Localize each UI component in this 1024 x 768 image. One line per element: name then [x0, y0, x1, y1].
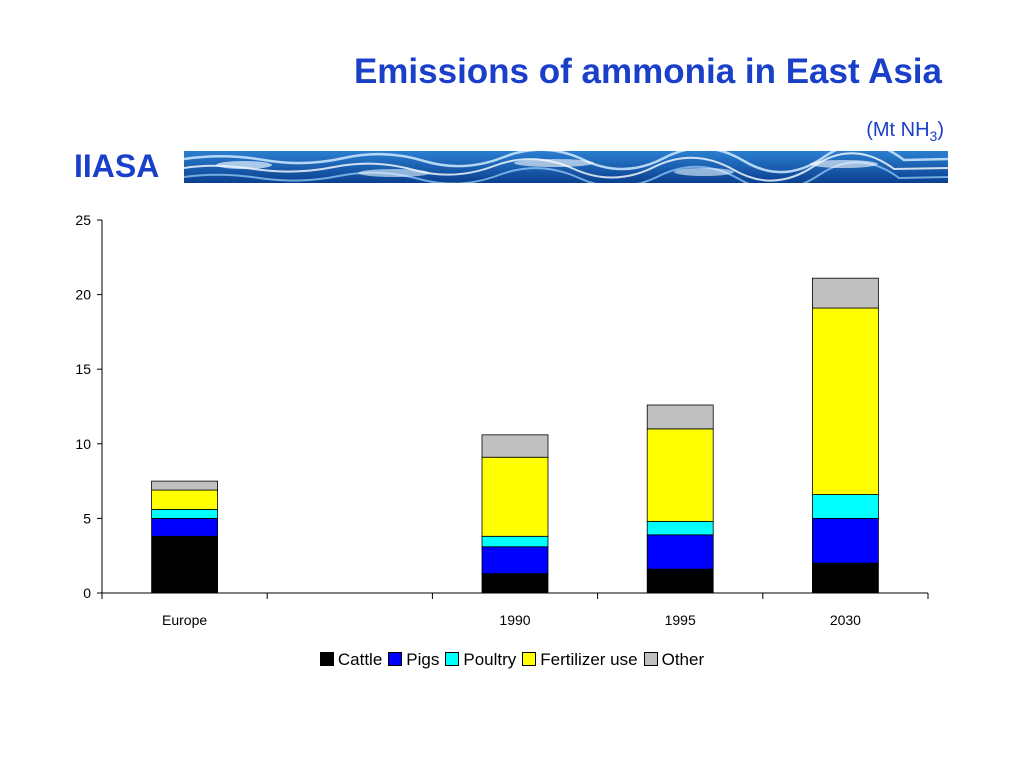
bar-segment-poultry — [481, 535, 549, 548]
bar-segment-cattle — [812, 562, 879, 594]
y-tick-label: 25 — [75, 212, 91, 228]
legend-label: Poultry — [463, 650, 517, 669]
legend-label: Fertilizer use — [540, 650, 638, 669]
bar-segment-poultry — [151, 509, 219, 519]
legend-swatch — [388, 652, 403, 666]
unit-suffix: ) — [937, 119, 944, 141]
unit-label: (Mt NH3) — [866, 119, 944, 144]
x-tick-label: 1995 — [665, 612, 696, 628]
bar-segment-fertilizer-use — [151, 489, 219, 510]
bar-segment-pigs — [812, 518, 879, 564]
unit-prefix: (Mt NH — [866, 119, 930, 141]
bar-segment-poultry — [812, 494, 879, 519]
bar-segment-pigs — [646, 534, 714, 570]
water-banner-graphic — [184, 151, 948, 183]
y-tick-label: 10 — [75, 436, 91, 452]
legend-item: Other — [643, 650, 705, 670]
unit-subscript: 3 — [929, 128, 938, 144]
chart-bars — [151, 277, 879, 594]
x-tick-label: 2030 — [830, 612, 861, 628]
y-tick-label: 0 — [83, 585, 91, 601]
bar-segment-poultry — [646, 520, 714, 536]
bar-segment-pigs — [481, 546, 549, 575]
bar-segment-other — [812, 277, 879, 309]
bar-segment-cattle — [151, 535, 219, 594]
legend-swatch — [319, 652, 334, 666]
legend-item: Cattle — [319, 650, 383, 670]
chart-legend: Cattle Pigs Poultry Fertilizer use Other — [0, 650, 1024, 670]
legend-swatch — [522, 652, 537, 666]
legend-label: Other — [661, 650, 705, 669]
brand-logo-text: IIASA — [74, 148, 160, 184]
bar-segment-pigs — [151, 518, 219, 537]
bar-segment-fertilizer-use — [812, 307, 879, 495]
legend-label: Cattle — [337, 650, 383, 669]
bar-segment-other — [481, 434, 549, 458]
bar-segment-other — [151, 480, 219, 491]
x-tick-label: Europe — [162, 612, 207, 628]
legend-label: Pigs — [406, 650, 440, 669]
x-tick-label: 1990 — [499, 612, 530, 628]
legend-item: Fertilizer use — [522, 650, 638, 670]
water-banner-image — [184, 151, 948, 183]
y-tick-label: 5 — [83, 510, 91, 526]
y-tick-label: 20 — [75, 287, 91, 303]
chart-labels: 0 5 10 15 20 25 Europe 1990 1995 2030 — [75, 212, 861, 628]
legend-item: Poultry — [445, 650, 516, 670]
bar-segment-cattle — [646, 568, 714, 594]
bar-segment-other — [646, 404, 714, 430]
legend-item: Pigs — [388, 650, 439, 670]
bar-segment-fertilizer-use — [646, 428, 714, 522]
legend-swatch — [445, 652, 460, 666]
bar-segment-fertilizer-use — [481, 456, 549, 537]
bar-segment-cattle — [481, 573, 549, 594]
legend-swatch — [643, 652, 658, 666]
chart-title: Emissions of ammonia in East Asia — [353, 52, 942, 91]
y-tick-label: 15 — [75, 361, 91, 377]
